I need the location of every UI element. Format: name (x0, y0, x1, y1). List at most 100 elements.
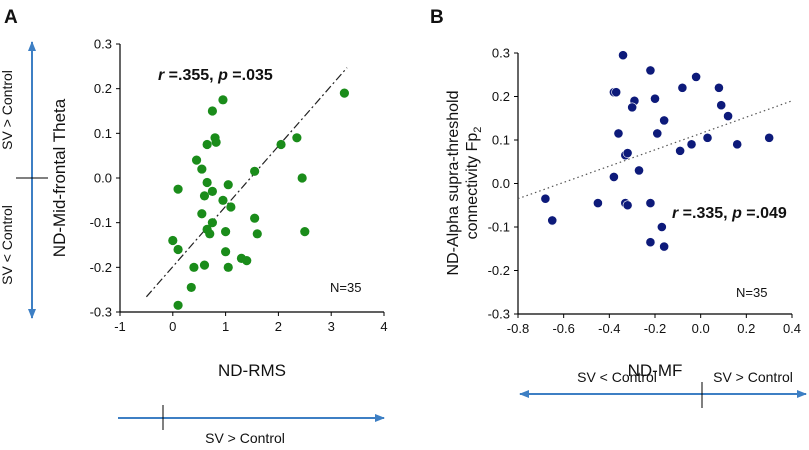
panel-a-y-axis-title: ND-Mid-frontal Theta (50, 98, 69, 257)
panel-b-data-point (659, 115, 670, 126)
panel-b-p-value: =.049 (742, 205, 787, 222)
panel-a-data-point (202, 139, 212, 150)
panel-a-x-tick-label: 2 (275, 319, 282, 334)
panel-a-data-point (226, 202, 236, 212)
panel-a-p-value: =.035 (228, 67, 273, 84)
panel-a-y-tick-label: 0.3 (94, 37, 112, 52)
panel-b-data-point (593, 198, 603, 208)
panel-b-y-axis-title-line1: ND-Alpha supra-threshold (445, 91, 462, 276)
panel-b-n-label: N=35 (736, 285, 767, 300)
panel-b-data-point (716, 100, 727, 111)
panel-b-data-point (540, 193, 551, 204)
panel-b-data-point (659, 241, 670, 252)
panel-b-y-tick-label: 0.3 (492, 46, 510, 61)
panel-b-data-point (732, 139, 743, 150)
panel-a-x-tick-label: -1 (114, 319, 126, 334)
panel-b-data-point (611, 87, 622, 98)
panel-a-x-tick-label: 1 (222, 319, 229, 334)
panel-a-data-point (191, 155, 202, 165)
panel-a-data-point (202, 177, 212, 188)
panel-b-data-point (645, 65, 656, 76)
panel-a: A SV > Control SV < Control ND-Mid-front… (0, 7, 388, 446)
panel-a-data-point (250, 213, 260, 223)
panel-b-x-tick-label: 0.2 (737, 321, 755, 336)
panel-b-data-point (634, 165, 644, 176)
panel-a-data-point (218, 195, 228, 205)
panel-a-y-arrow-label-bottom: SV < Control (0, 205, 15, 285)
panel-a-y-tick-label: -0.2 (90, 260, 112, 275)
panel-a-data-point (297, 173, 307, 183)
panel-b-y-axis-title-line2: connectivity Fp2 (464, 127, 484, 240)
panel-b-data-point (547, 215, 558, 226)
panel-b-y-tick-label: 0.1 (492, 133, 510, 148)
panel-b-data-point (652, 128, 663, 139)
panel-b-data-point (618, 50, 628, 61)
panel-a-data-point (199, 191, 210, 201)
panel-b-r-value: =.335, (678, 205, 732, 222)
panel-a-data-point (242, 256, 252, 266)
panel-b-data-point (656, 222, 667, 232)
panel-a-data-point (205, 229, 215, 239)
panel-b-x-arrow-label-right: SV > Control (713, 369, 793, 385)
panel-a-data-point (173, 300, 183, 310)
panel-b-x-tick-label: -0.2 (644, 321, 666, 336)
panel-b-x-tick-label: 0.4 (783, 321, 801, 336)
panel-b-x-tick-label: -0.4 (598, 321, 620, 336)
panel-a-r-value: =.355, (164, 67, 218, 84)
panel-a-y-tick-label: -0.3 (90, 305, 112, 320)
panel-b-y-tick-label: 0.2 (492, 89, 510, 104)
panel-a-data-point (189, 262, 199, 272)
panel-a-data-point (199, 260, 210, 270)
panel-b-p-symbol: p (731, 205, 742, 222)
panel-a-data-point (221, 247, 231, 257)
panel-a-y-tick-label: 0.1 (94, 126, 112, 141)
panel-a-data-point (218, 95, 228, 105)
panel-b-x-tick-label: -0.8 (507, 321, 529, 336)
panel-a-data-point (197, 164, 207, 174)
panel-b-data-point (686, 139, 697, 150)
panel-b-data-point (622, 200, 633, 211)
panel-b-data-point (645, 198, 656, 208)
panel-b-y-tick-label: 0.0 (492, 176, 510, 191)
panel-b-correlation-annotation: r =.335, p =.049 (672, 205, 787, 222)
panel-a-x-arrow-label: SV > Control (205, 430, 285, 446)
panel-b-data-point (691, 72, 701, 82)
panel-b-y-axis-title-line2-text: connectivity Fp (464, 133, 481, 240)
panel-a-y-tick-label: 0.2 (94, 81, 112, 96)
panel-b-data-point (723, 111, 733, 121)
panel-b-x-arrow-label-left: SV < Control (577, 369, 657, 385)
panel-a-r-symbol: r (158, 67, 165, 84)
panel-b-data-point (622, 148, 633, 158)
panel-a-x-tick-label: 3 (328, 319, 335, 334)
panel-b-data-point (613, 128, 624, 139)
panel-b-x-tick-label: 0.0 (692, 321, 710, 336)
panel-b-trend-line (517, 100, 793, 200)
panel-a-p-symbol: p (217, 67, 228, 84)
panel-a-data-point (168, 235, 178, 246)
panel-a-x-tick-label: 4 (380, 319, 387, 334)
panel-b: B ND-Alpha supra-threshold connectivity … (430, 7, 807, 408)
panel-a-data-point (173, 244, 183, 255)
panel-a-data-point (207, 218, 217, 228)
panel-a-data-point (207, 106, 217, 116)
panel-b-data-point (645, 237, 656, 248)
panel-b-data-point (675, 145, 686, 156)
panel-a-y-arrow-label-top: SV > Control (0, 70, 15, 150)
panel-b-data-point (627, 102, 638, 113)
panel-a-y-tick-label: 0.0 (94, 171, 112, 186)
panel-a-data-point (197, 209, 207, 219)
panel-a-trend-line (145, 67, 348, 298)
panel-a-data-point (250, 166, 260, 176)
panel-b-y-tick-label: -0.1 (488, 220, 510, 235)
panel-b-data-point (714, 82, 724, 93)
panel-a-n-label: N=35 (330, 280, 361, 295)
panel-a-data-point (300, 227, 310, 237)
panel-b-data-point (677, 82, 688, 93)
panel-a-data-point (223, 262, 233, 272)
panel-a-data-point (292, 133, 302, 143)
panel-b-x-tick-label: -0.6 (552, 321, 574, 336)
panel-b-data-point (702, 132, 713, 143)
panel-a-x-tick-label: 0 (169, 319, 176, 334)
panel-a-data-point (276, 139, 286, 150)
